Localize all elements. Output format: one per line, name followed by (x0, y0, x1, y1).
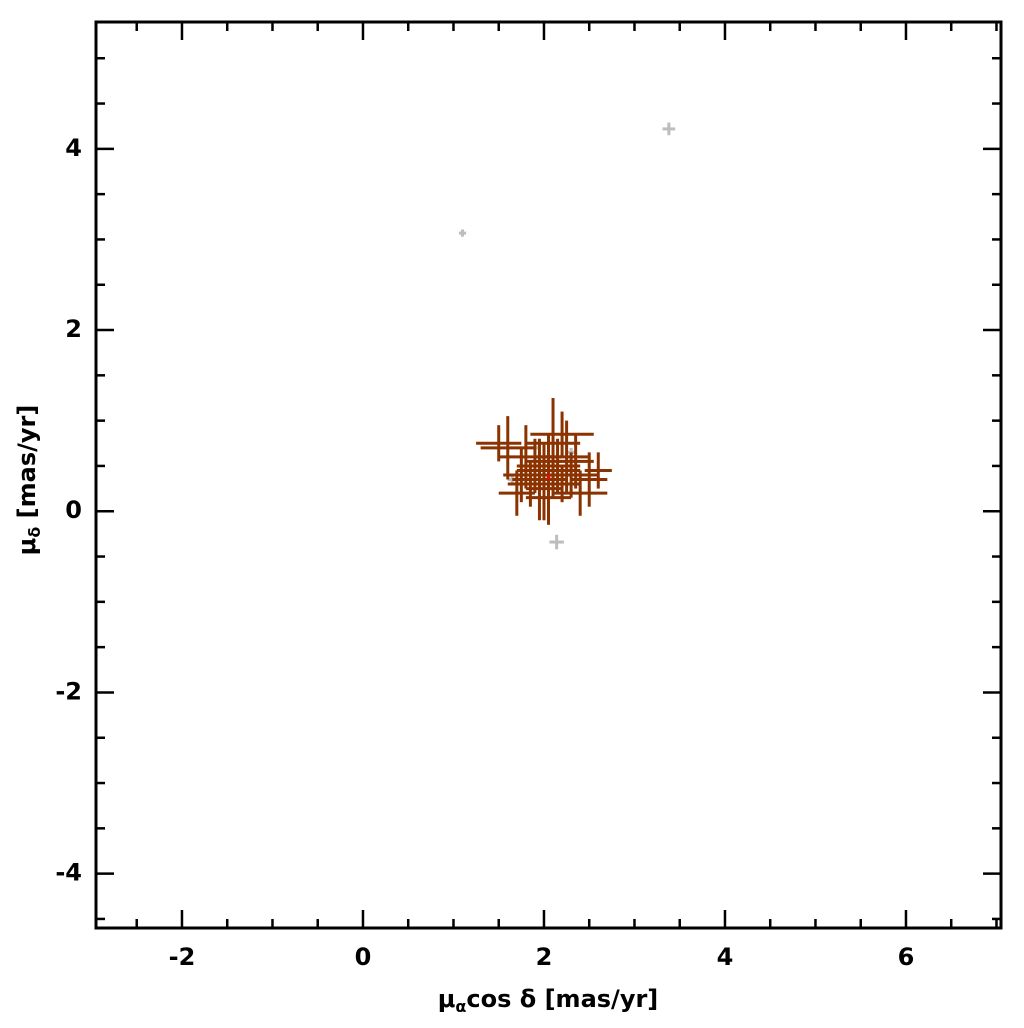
x-tick-label: 6 (898, 943, 915, 971)
y-tick-label: -4 (55, 859, 82, 887)
y-label-sub: δ (25, 527, 44, 538)
y-tick-label: 4 (65, 134, 82, 162)
y-tick-label: 2 (65, 315, 82, 343)
x-label-main: μ (438, 985, 456, 1013)
x-tick-label: -2 (169, 943, 196, 971)
y-axis-label: μδ [mas/yr] (13, 405, 44, 556)
y-label-main: μ (13, 538, 41, 556)
x-axis-label: μαcos δ [mas/yr] (438, 985, 659, 1016)
x-label-sub: α (455, 997, 466, 1016)
x-tick-label: 2 (536, 943, 553, 971)
x-tick-label: 0 (355, 943, 372, 971)
plot-frame (94, 20, 1003, 930)
y-label-rest: [mas/yr] (13, 405, 41, 527)
y-tick-label: 0 (65, 496, 82, 524)
y-tick-label: -2 (55, 677, 82, 705)
x-label-rest: cos δ [mas/yr] (466, 985, 658, 1013)
x-tick-label: 4 (717, 943, 734, 971)
